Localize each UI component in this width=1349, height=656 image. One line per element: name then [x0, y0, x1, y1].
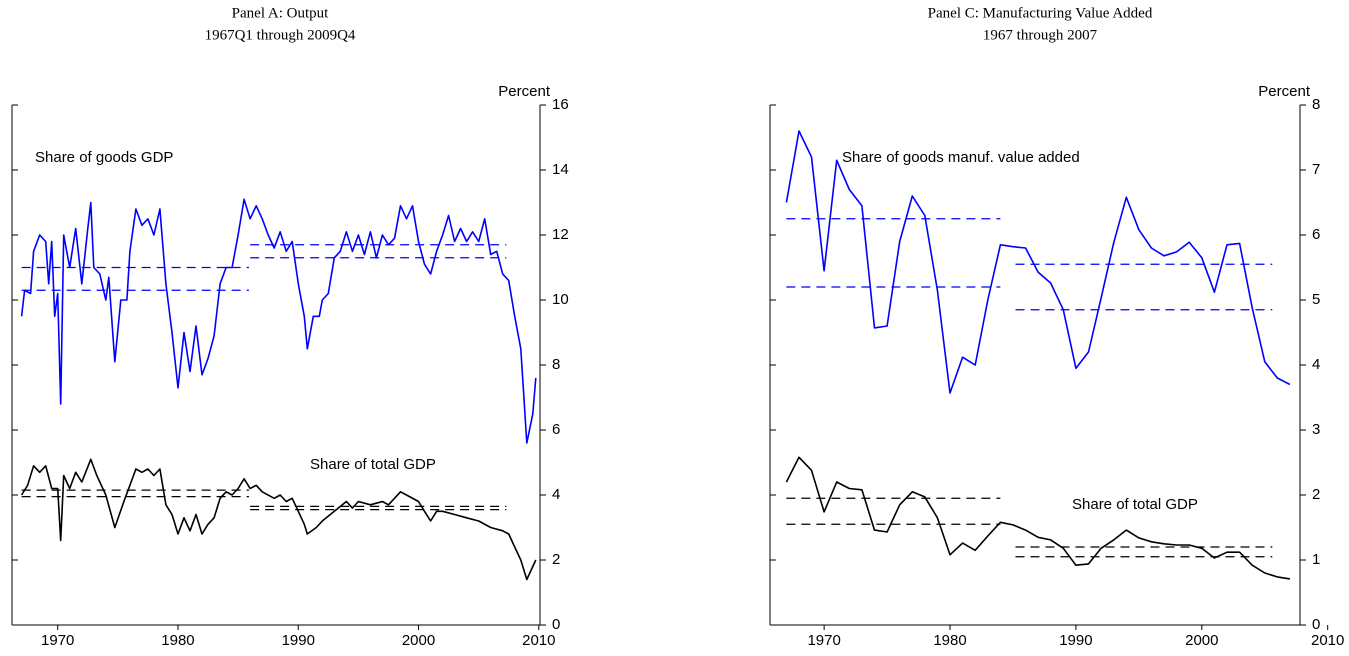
- y-axis-label: Percent: [498, 83, 551, 100]
- y-tick-label: 4: [552, 486, 560, 503]
- chart-subtitle: 1967Q1 through 2009Q4: [205, 27, 356, 43]
- y-tick-label: 8: [552, 356, 560, 373]
- series-label: Share of goods GDP: [35, 149, 173, 166]
- x-tick-label: 1970: [41, 632, 74, 649]
- y-tick-label: 6: [552, 421, 560, 438]
- y-tick-label: 16: [552, 96, 569, 113]
- chart-title: Panel A: Output: [232, 5, 329, 21]
- x-tick-label: 1980: [933, 632, 966, 649]
- x-tick-label: 1990: [1059, 632, 1092, 649]
- y-tick-label: 14: [552, 161, 569, 178]
- x-tick-label: 2010: [1311, 632, 1344, 649]
- y-tick-label: 0: [552, 616, 560, 633]
- y-tick-label: 5: [1312, 291, 1320, 308]
- y-tick-label: 12: [552, 226, 569, 243]
- y-tick-label: 2: [1312, 486, 1320, 503]
- y-tick-label: 4: [1312, 356, 1320, 373]
- y-tick-label: 0: [1312, 616, 1320, 633]
- series-line: [20, 458, 537, 581]
- chart-subtitle: 1967 through 2007: [983, 27, 1098, 43]
- x-tick-label: 2010: [522, 632, 555, 649]
- series-label: Share of goods manuf. value added: [842, 149, 1080, 166]
- x-tick-label: 2000: [1185, 632, 1218, 649]
- x-tick-label: 1980: [161, 632, 194, 649]
- y-tick-label: 3: [1312, 421, 1320, 438]
- y-tick-label: 8: [1312, 96, 1320, 113]
- series-line: [785, 130, 1291, 394]
- y-tick-label: 6: [1312, 226, 1320, 243]
- chart-title: Panel C: Manufacturing Value Added: [928, 5, 1153, 21]
- x-tick-label: 1990: [282, 632, 315, 649]
- y-tick-label: 2: [552, 551, 560, 568]
- series-line: [20, 198, 537, 444]
- y-axis-label: Percent: [1258, 83, 1311, 100]
- y-tick-label: 1: [1312, 551, 1320, 568]
- series-label: Share of total GDP: [310, 456, 436, 473]
- series-line: [785, 456, 1291, 580]
- y-tick-label: 7: [1312, 161, 1320, 178]
- series-label: Share of total GDP: [1072, 496, 1198, 513]
- y-tick-label: 10: [552, 291, 569, 308]
- x-tick-label: 2000: [402, 632, 435, 649]
- x-tick-label: 1970: [807, 632, 840, 649]
